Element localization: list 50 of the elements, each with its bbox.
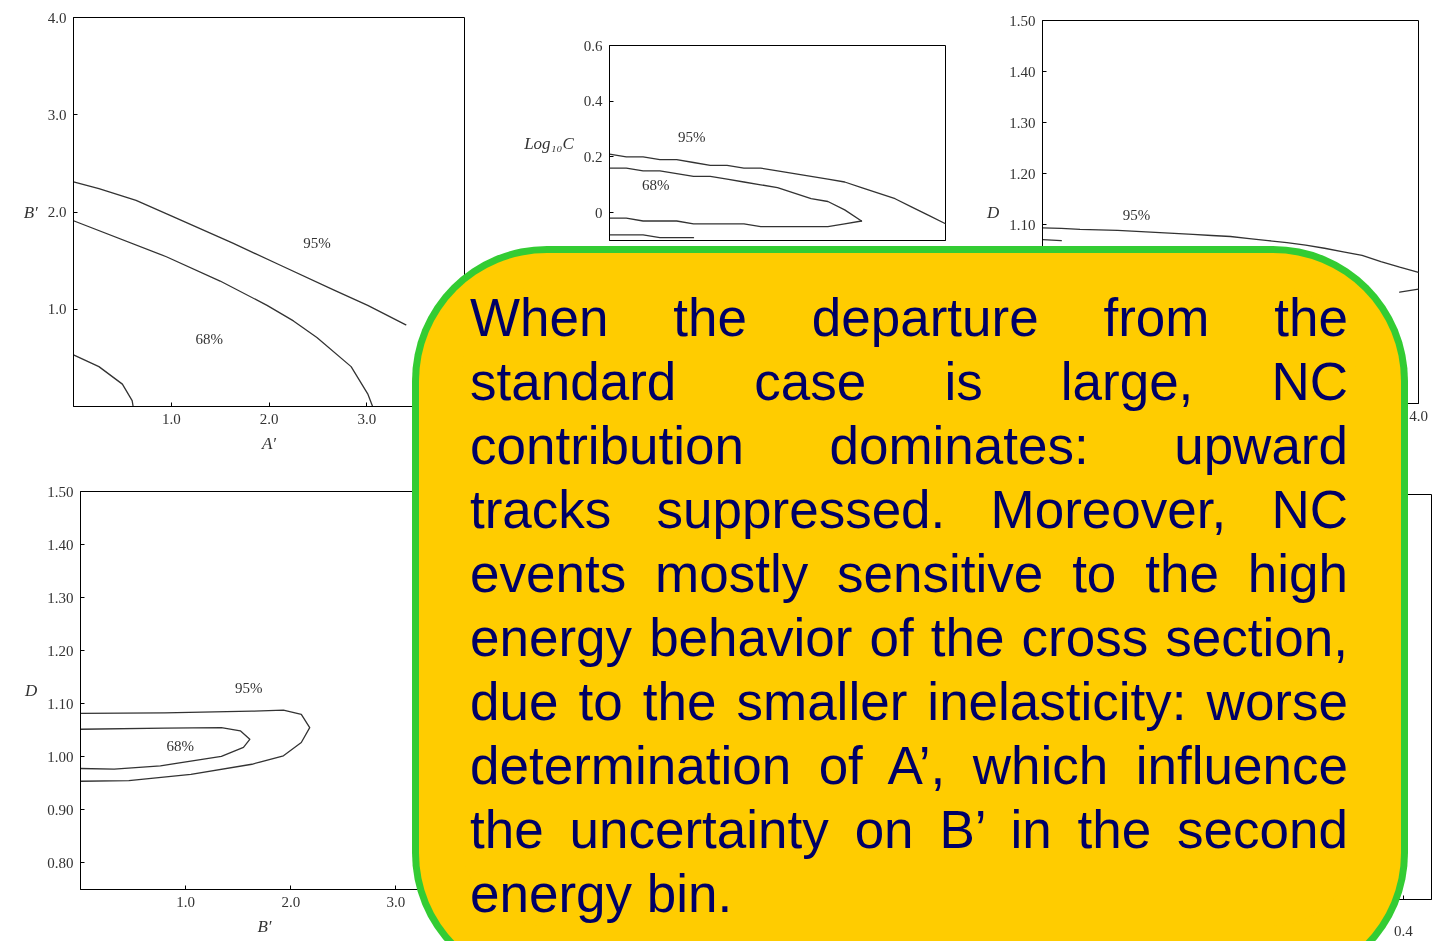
y-tick-label: 3.0 — [47, 106, 67, 123]
line-series — [80, 727, 251, 770]
line-series — [73, 220, 374, 407]
y-tick-label: 1.20 — [47, 642, 74, 659]
y-axis-title: D — [985, 202, 1000, 222]
line-series — [80, 709, 311, 782]
y-tick-label: 1.00 — [47, 748, 74, 765]
line-series — [73, 354, 134, 407]
x-tick-label: 1.0 — [161, 410, 181, 427]
y-axis-title: D — [23, 681, 38, 700]
y-tick-label: 1.40 — [47, 536, 74, 553]
y-tick-label: 1.50 — [1009, 12, 1036, 29]
y-tick-label: 1.0 — [47, 301, 67, 318]
y-axis-title: Log₁₀C — [523, 133, 575, 153]
x-tick-label: 2.0 — [281, 893, 301, 910]
y-tick-label: 1.30 — [47, 589, 74, 606]
x-tick-label: 2.0 — [259, 410, 279, 427]
y-tick-label: 0.80 — [47, 854, 74, 871]
annotation: 95% — [678, 129, 706, 146]
annotation: 95% — [234, 679, 263, 696]
x-axis-title: A′ — [260, 433, 277, 453]
y-tick-label: 1.10 — [47, 695, 74, 712]
y-tick-label: 1.40 — [1009, 63, 1036, 80]
y-tick-label: 1.10 — [1009, 216, 1036, 233]
line-series — [1042, 227, 1419, 273]
y-tick-label: 0.2 — [583, 148, 603, 165]
y-tick-label: 1.30 — [1009, 114, 1036, 131]
y-tick-label: 4.0 — [47, 9, 67, 26]
y-tick-label: 2.0 — [47, 204, 67, 220]
annotation: 68% — [641, 176, 670, 193]
line-series — [73, 181, 407, 326]
y-tick-label: 0.4 — [583, 93, 603, 110]
y-tick-label: 0.90 — [47, 801, 74, 818]
x-tick-label: 3.0 — [386, 893, 406, 910]
text: 0.4 — [1393, 922, 1414, 939]
y-axis-title: B′ — [23, 202, 39, 222]
line-series — [609, 153, 946, 225]
y-tick-label: 0 — [595, 204, 603, 221]
annotation: 95% — [303, 235, 331, 252]
annotation: 68% — [195, 331, 224, 348]
y-tick-label: 1.50 — [47, 483, 74, 500]
annotation: 68% — [166, 738, 194, 755]
x-tick-label: 3.0 — [357, 410, 377, 427]
y-tick-label: 1.20 — [1009, 165, 1036, 182]
text: When the departure from the standard case is large, NC contribution dominates: upward tracks suppressed. Moreover, NC events mostly sensitive to the high energy behavior of the cross section, due to the smaller inelasticity: worse determination of A’, which influence the uncertainty on B’ in the second energy bin. — [470, 288, 1348, 923]
x-tick-label: 1.0 — [176, 893, 196, 910]
x-axis-title: B′ — [257, 916, 272, 936]
annotation: 95% — [1122, 206, 1151, 223]
y-tick-label: 0.6 — [583, 37, 603, 54]
x-tick-label: 4.0 — [1409, 407, 1428, 424]
